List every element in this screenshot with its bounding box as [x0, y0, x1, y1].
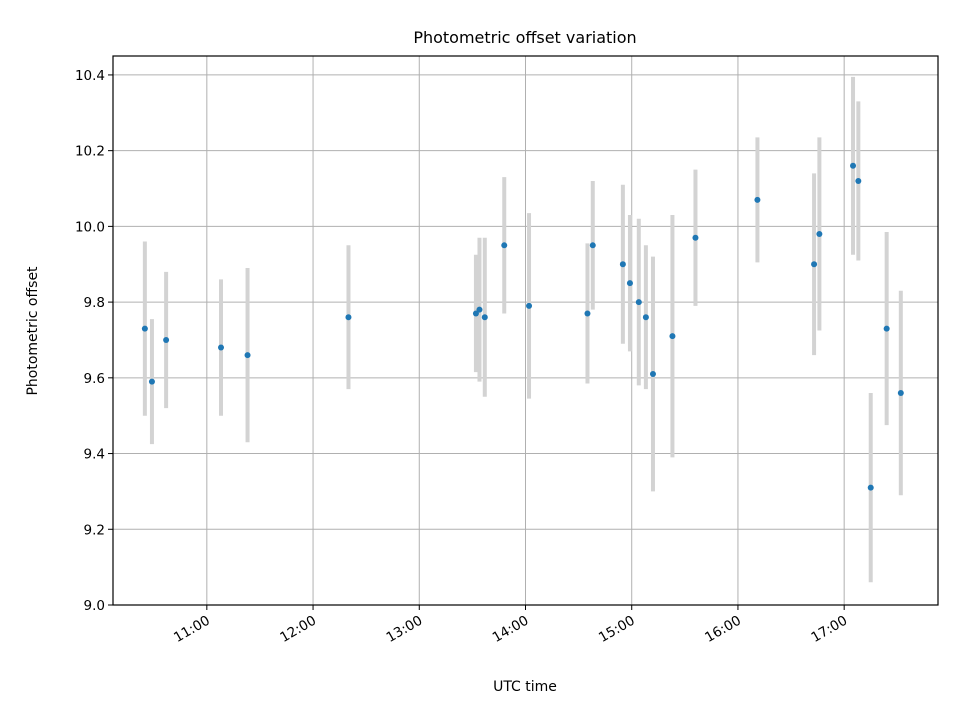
data-point [345, 314, 352, 321]
data-point [481, 314, 488, 321]
y-tick-label: 10.0 [75, 219, 105, 235]
data-point [816, 230, 823, 237]
y-tick-label: 9.6 [84, 371, 105, 387]
y-axis-label: Photometric offset [25, 266, 41, 396]
data-point [163, 336, 170, 343]
y-tick-label: 9.0 [84, 598, 105, 614]
y-tick-label: 9.8 [84, 295, 105, 311]
y-tick-label: 9.4 [84, 447, 105, 463]
y-tick-label: 9.2 [84, 522, 105, 538]
data-point [649, 371, 656, 378]
data-point [754, 196, 761, 203]
data-point [472, 310, 479, 317]
data-point [589, 242, 596, 249]
x-axis-label: UTC time [493, 679, 557, 695]
data-point [141, 325, 148, 332]
data-point [626, 280, 633, 287]
data-points [141, 162, 904, 491]
data-point [669, 333, 676, 340]
data-point [244, 352, 251, 359]
data-point [635, 299, 642, 306]
data-point [692, 234, 699, 241]
data-point [867, 484, 874, 491]
data-point [619, 261, 626, 268]
data-point [476, 306, 483, 313]
data-point [855, 177, 862, 184]
data-point [526, 302, 533, 309]
data-point [584, 310, 591, 317]
data-point [642, 314, 649, 321]
data-point [811, 261, 818, 268]
data-point [217, 344, 224, 351]
data-point [883, 325, 890, 332]
data-point [501, 242, 508, 249]
y-tick-label: 10.2 [75, 144, 105, 160]
chart-title: Photometric offset variation [413, 28, 636, 47]
y-tick-label: 10.4 [75, 68, 105, 84]
data-point [897, 389, 904, 396]
data-point [850, 162, 857, 169]
data-point [148, 378, 155, 385]
